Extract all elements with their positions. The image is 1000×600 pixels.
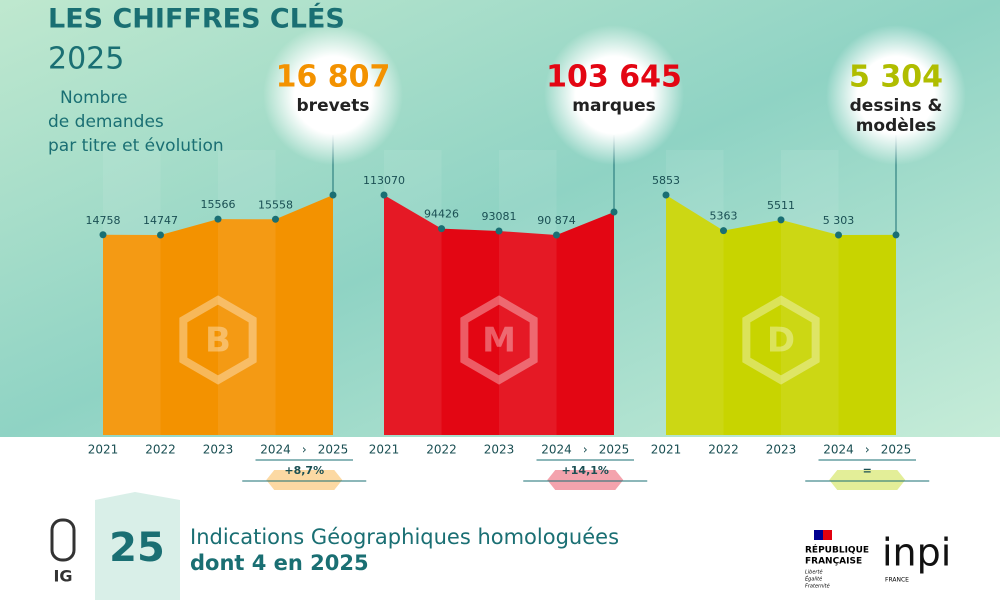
point	[495, 227, 503, 235]
highlight-value: 5 304	[849, 60, 943, 95]
highlight-name: brevets	[297, 96, 370, 116]
point	[720, 227, 727, 235]
motto: Fraternité	[805, 583, 830, 590]
column-shade	[218, 150, 276, 435]
subtitle: Nombre	[60, 88, 128, 108]
value-label: 94426	[424, 208, 459, 221]
evolution-badge	[266, 470, 343, 490]
value-label: 90 874	[537, 214, 576, 227]
point	[553, 231, 560, 239]
inpi-logo: inpi	[882, 531, 951, 575]
arrow: ›	[583, 443, 588, 457]
letter-hex	[742, 295, 820, 385]
ig-icon	[50, 518, 76, 562]
value-label: 113070	[363, 174, 405, 187]
count-badge	[95, 492, 180, 600]
point	[329, 191, 337, 199]
value-label: 5511	[767, 199, 795, 212]
evolution: +14,1%	[562, 464, 609, 477]
highlight-name: modèles	[856, 116, 937, 136]
year: 2025	[48, 42, 124, 77]
x-tick-label: 2022	[426, 443, 457, 457]
highlight-name: marques	[572, 96, 656, 116]
highlight-glow	[263, 25, 403, 165]
letter: M	[482, 321, 516, 361]
point	[777, 216, 785, 224]
value-label: 14758	[86, 214, 121, 227]
evolution: =	[863, 464, 872, 477]
value-label: 5363	[710, 210, 738, 223]
ig-line2: dont 4 en 2025	[190, 551, 369, 575]
x-tick-label: 2021	[369, 443, 400, 457]
rf: RÉPUBLIQUE	[805, 544, 869, 556]
point	[272, 215, 279, 223]
area	[666, 195, 896, 435]
value-label: 15558	[258, 198, 293, 211]
inpi-sub: FRANCE	[885, 577, 909, 584]
letter-hex	[179, 295, 257, 385]
x-tick-label: 2025	[318, 443, 349, 457]
letter: B	[205, 321, 231, 361]
x-tick-label: 2023	[766, 443, 797, 457]
value-label: 93081	[482, 210, 517, 223]
point	[662, 191, 670, 199]
point	[214, 215, 222, 223]
x-tick-label: 2022	[145, 443, 176, 457]
column-shade	[499, 150, 557, 435]
x-tick-label: 2021	[88, 443, 119, 457]
point	[438, 225, 445, 233]
highlight-value: 16 807	[276, 60, 391, 95]
ig-label: IG	[53, 567, 72, 586]
motto: Égalité	[805, 575, 822, 583]
letter: D	[767, 321, 795, 361]
x-tick-label: 2024	[541, 443, 572, 457]
column-shade	[666, 150, 724, 435]
point	[610, 208, 618, 216]
value-label: 14747	[143, 214, 178, 227]
column-shade	[103, 150, 161, 435]
point	[835, 231, 842, 239]
x-tick-label: 2021	[651, 443, 682, 457]
x-tick-label: 2025	[599, 443, 630, 457]
column-shade	[781, 150, 839, 435]
point	[99, 231, 107, 239]
highlight-glow	[544, 25, 684, 165]
subtitle: de demandes	[48, 112, 164, 132]
arrow: ›	[865, 443, 870, 457]
x-tick-label: 2022	[708, 443, 739, 457]
letter-hex	[460, 295, 538, 385]
motto: Liberté	[805, 569, 823, 576]
x-tick-label: 2024	[823, 443, 854, 457]
x-tick-label: 2023	[203, 443, 234, 457]
point	[380, 191, 388, 199]
highlight-value: 103 645	[546, 60, 682, 95]
point	[157, 231, 164, 239]
value-label: 5853	[652, 174, 680, 187]
evolution-badge	[547, 470, 624, 490]
highlight-name: dessins &	[850, 96, 943, 116]
title: LES CHIFFRES CLÉS	[48, 3, 345, 35]
value-label: 5 303	[823, 214, 855, 227]
count: 25	[109, 525, 165, 571]
x-tick-label: 2023	[484, 443, 515, 457]
area	[384, 195, 614, 435]
rf: FRANÇAISE	[805, 557, 862, 567]
evolution: +8,7%	[284, 464, 324, 477]
x-tick-label: 2025	[881, 443, 912, 457]
subtitle: par titre et évolution	[48, 136, 224, 156]
area	[103, 195, 333, 435]
flag-blue	[814, 530, 823, 540]
point	[892, 231, 900, 239]
value-label: 15566	[201, 198, 236, 211]
highlight-glow	[826, 25, 966, 165]
flag-red	[823, 530, 832, 540]
evolution-badge	[829, 470, 906, 490]
x-tick-label: 2024	[260, 443, 291, 457]
column-shade	[384, 150, 442, 435]
arrow: ›	[302, 443, 307, 457]
ig-line1: Indications Géographiques homologuées	[190, 525, 619, 549]
